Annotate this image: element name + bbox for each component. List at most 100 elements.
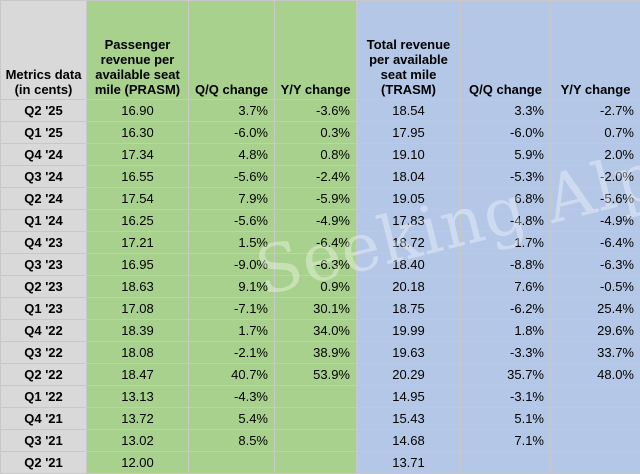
- trasm-qq-cell: [461, 452, 551, 474]
- row-label-cell: Q4 '24: [1, 144, 87, 166]
- prasm-cell: 16.90: [87, 100, 189, 122]
- row-label-cell: Q2 '24: [1, 188, 87, 210]
- prasm-cell: 13.02: [87, 430, 189, 452]
- header-prasm-yy: Y/Y change: [275, 1, 357, 100]
- trasm-cell: 20.29: [357, 364, 461, 386]
- prasm-yy-cell: [275, 386, 357, 408]
- prasm-yy-cell: -2.4%: [275, 166, 357, 188]
- trasm-qq-cell: -6.0%: [461, 122, 551, 144]
- trasm-yy-cell: -5.6%: [551, 188, 640, 210]
- trasm-cell: 17.83: [357, 210, 461, 232]
- trasm-qq-cell: -5.3%: [461, 166, 551, 188]
- trasm-qq-cell: 7.1%: [461, 430, 551, 452]
- trasm-cell: 18.75: [357, 298, 461, 320]
- prasm-cell: 16.30: [87, 122, 189, 144]
- row-label-cell: Q2 '22: [1, 364, 87, 386]
- trasm-cell: 18.04: [357, 166, 461, 188]
- trasm-yy-cell: -6.4%: [551, 232, 640, 254]
- prasm-cell: 17.34: [87, 144, 189, 166]
- trasm-cell: 19.99: [357, 320, 461, 342]
- trasm-cell: 20.18: [357, 276, 461, 298]
- row-label-cell: Q2 '25: [1, 100, 87, 122]
- prasm-yy-cell: -3.6%: [275, 100, 357, 122]
- row-label-cell: Q3 '23: [1, 254, 87, 276]
- trasm-yy-cell: -4.9%: [551, 210, 640, 232]
- prasm-yy-cell: 0.3%: [275, 122, 357, 144]
- prasm-qq-cell: -2.1%: [189, 342, 275, 364]
- prasm-qq-cell: 3.7%: [189, 100, 275, 122]
- trasm-qq-cell: 1.8%: [461, 320, 551, 342]
- prasm-qq-cell: -5.6%: [189, 210, 275, 232]
- trasm-cell: 19.05: [357, 188, 461, 210]
- trasm-cell: 19.63: [357, 342, 461, 364]
- trasm-qq-cell: -4.8%: [461, 210, 551, 232]
- prasm-qq-cell: -7.1%: [189, 298, 275, 320]
- trasm-yy-cell: -0.5%: [551, 276, 640, 298]
- row-label-cell: Q1 '24: [1, 210, 87, 232]
- trasm-yy-cell: [551, 430, 640, 452]
- prasm-cell: 16.55: [87, 166, 189, 188]
- prasm-yy-cell: -4.9%: [275, 210, 357, 232]
- trasm-yy-cell: [551, 452, 640, 474]
- trasm-qq-cell: 5.9%: [461, 144, 551, 166]
- row-label-cell: Q3 '22: [1, 342, 87, 364]
- trasm-qq-cell: 35.7%: [461, 364, 551, 386]
- trasm-yy-cell: 48.0%: [551, 364, 640, 386]
- trasm-yy-cell: -6.3%: [551, 254, 640, 276]
- row-label-cell: Q4 '22: [1, 320, 87, 342]
- prasm-cell: 13.72: [87, 408, 189, 430]
- trasm-cell: 18.72: [357, 232, 461, 254]
- trasm-yy-cell: 2.0%: [551, 144, 640, 166]
- row-label-cell: Q1 '23: [1, 298, 87, 320]
- header-row: Metrics data (in cents) Passenger revenu…: [1, 1, 640, 100]
- prasm-cell: 18.63: [87, 276, 189, 298]
- prasm-cell: 17.54: [87, 188, 189, 210]
- row-label-cell: Q4 '21: [1, 408, 87, 430]
- prasm-cell: 12.00: [87, 452, 189, 474]
- trasm-yy-cell: [551, 386, 640, 408]
- trasm-qq-cell: 5.1%: [461, 408, 551, 430]
- trasm-yy-cell: [551, 408, 640, 430]
- header-trasm-yy: Y/Y change: [551, 1, 640, 100]
- trasm-yy-cell: -2.7%: [551, 100, 640, 122]
- trasm-yy-cell: 0.7%: [551, 122, 640, 144]
- prasm-yy-cell: 53.9%: [275, 364, 357, 386]
- trasm-cell: 17.95: [357, 122, 461, 144]
- trasm-qq-cell: -6.2%: [461, 298, 551, 320]
- prasm-yy-cell: [275, 430, 357, 452]
- prasm-qq-cell: 9.1%: [189, 276, 275, 298]
- prasm-yy-cell: -6.3%: [275, 254, 357, 276]
- row-label-cell: Q1 '22: [1, 386, 87, 408]
- prasm-qq-cell: 1.7%: [189, 320, 275, 342]
- trasm-cell: 14.68: [357, 430, 461, 452]
- trasm-yy-cell: 25.4%: [551, 298, 640, 320]
- prasm-cell: 17.21: [87, 232, 189, 254]
- row-label-cell: Q4 '23: [1, 232, 87, 254]
- prasm-cell: 18.47: [87, 364, 189, 386]
- trasm-qq-cell: 7.6%: [461, 276, 551, 298]
- trasm-qq-cell: -3.1%: [461, 386, 551, 408]
- prasm-qq-cell: 5.4%: [189, 408, 275, 430]
- row-label-cell: Q2 '23: [1, 276, 87, 298]
- prasm-qq-cell: -5.6%: [189, 166, 275, 188]
- trasm-yy-cell: 33.7%: [551, 342, 640, 364]
- prasm-yy-cell: 38.9%: [275, 342, 357, 364]
- trasm-cell: 18.54: [357, 100, 461, 122]
- prasm-cell: 18.39: [87, 320, 189, 342]
- prasm-yy-cell: 0.8%: [275, 144, 357, 166]
- prasm-yy-cell: 30.1%: [275, 298, 357, 320]
- row-label-cell: Q2 '21: [1, 452, 87, 474]
- prasm-qq-cell: 40.7%: [189, 364, 275, 386]
